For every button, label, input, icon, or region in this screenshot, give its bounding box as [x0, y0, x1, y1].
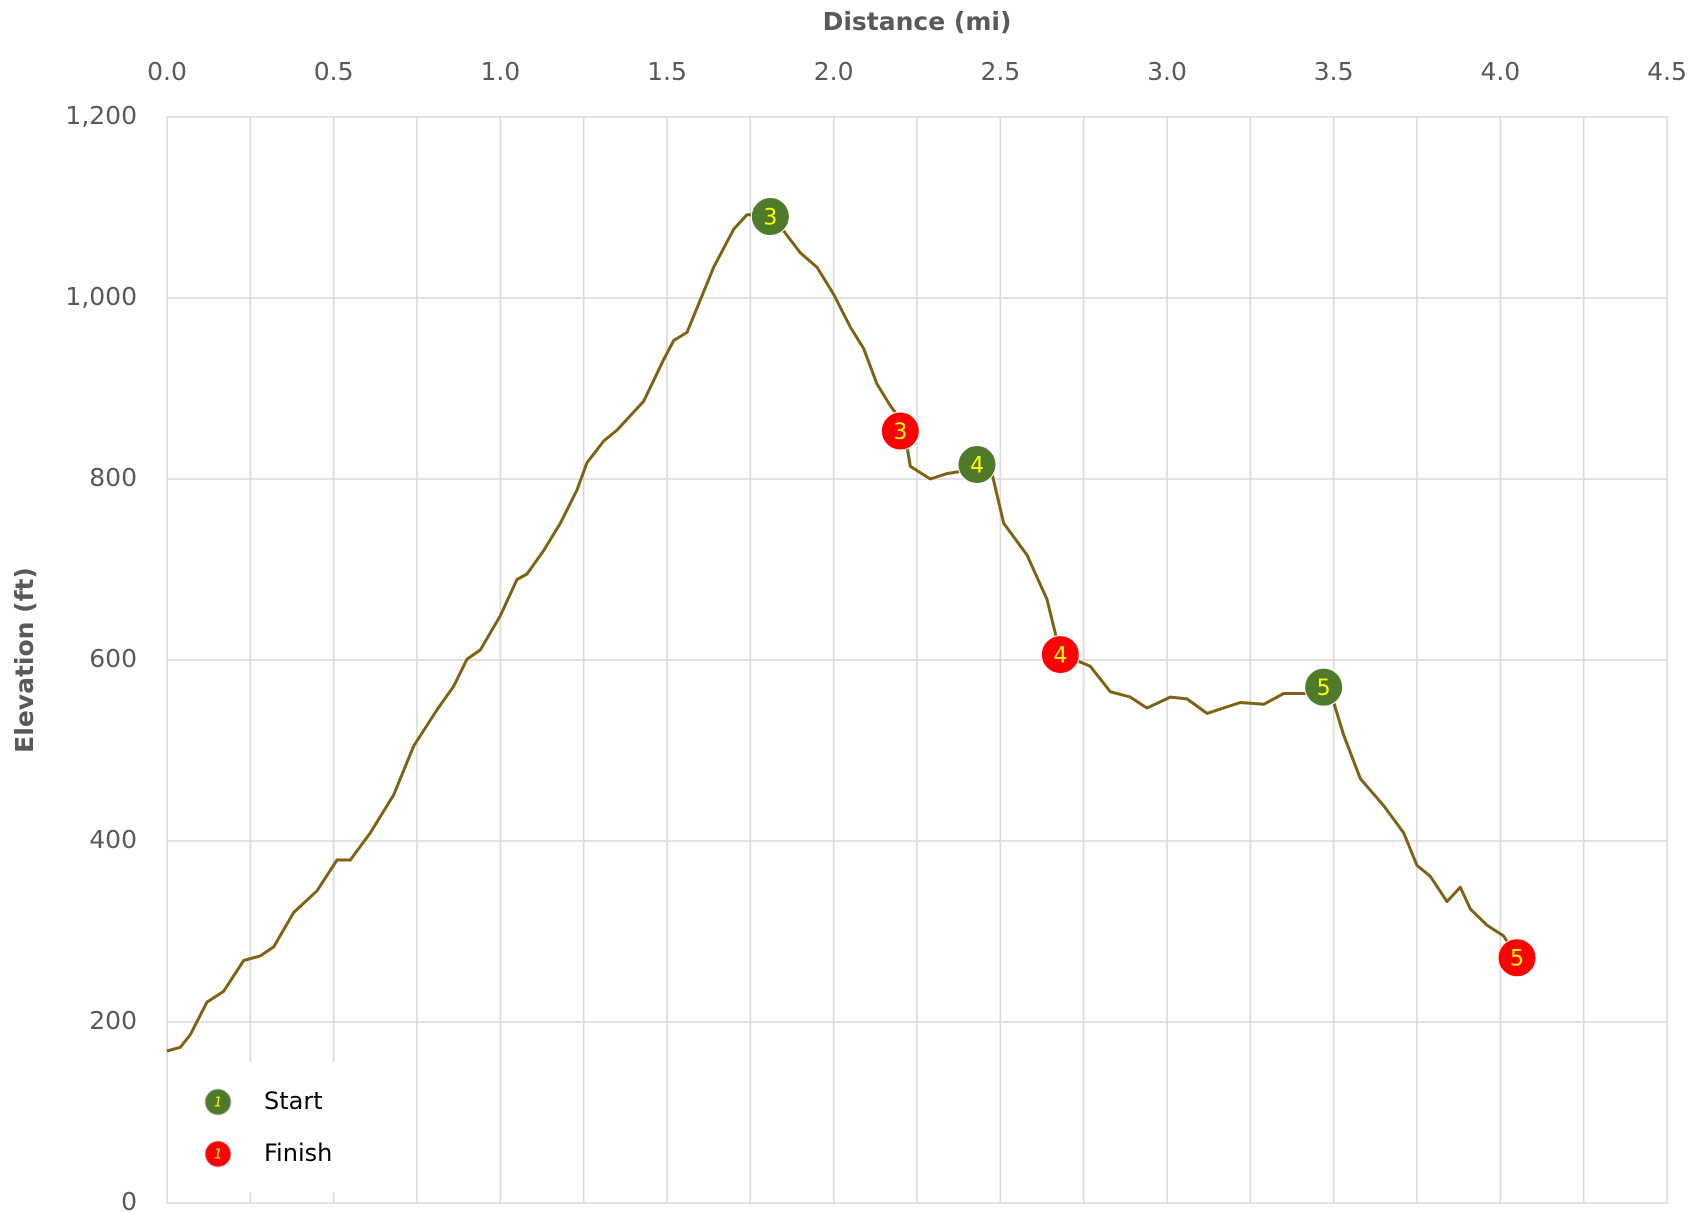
x-tick-label: 0.0: [147, 57, 187, 86]
waypoint-marker: [750, 197, 790, 237]
waypoint-label: 3: [893, 420, 907, 445]
waypoint-marker: [880, 411, 920, 451]
x-tick-label: 1.5: [647, 57, 687, 86]
waypoint-marker: [957, 445, 997, 485]
x-tick-label: 3.5: [1314, 57, 1354, 86]
x-tick-label: 1.0: [480, 57, 520, 86]
legend-icon: [204, 1140, 232, 1168]
x-tick-label: 3.0: [1147, 57, 1187, 86]
waypoint-label: 5: [1317, 676, 1331, 701]
x-tick-label: 2.5: [980, 57, 1020, 86]
y-axis-title: Elevation (ft): [10, 567, 39, 753]
elevation-line: [166, 213, 1519, 1053]
y-tick-label: 400: [89, 825, 137, 854]
legend-box: [185, 1062, 360, 1192]
y-tick-label: 1,000: [65, 282, 137, 311]
legend-icon-label: 1: [214, 1096, 222, 1111]
waypoint-label: 3: [763, 206, 777, 231]
waypoint-marker: [1040, 635, 1080, 675]
x-tick-label: 0.5: [314, 57, 354, 86]
waypoint-label: 5: [1510, 947, 1524, 972]
waypoint-label: 4: [970, 454, 984, 479]
legend-icon: [204, 1088, 232, 1116]
x-axis-title: Distance (mi): [823, 7, 1012, 36]
waypoint-marker: [1497, 938, 1537, 978]
y-tick-label: 600: [89, 644, 137, 673]
legend-icon-label: 1: [214, 1148, 222, 1163]
legend-label: Start: [264, 1087, 323, 1115]
x-tick-label: 2.0: [814, 57, 854, 86]
y-tick-label: 1,200: [65, 101, 137, 130]
x-tick-label: 4.5: [1647, 57, 1687, 86]
waypoint-label: 4: [1053, 644, 1067, 669]
legend-label: Finish: [264, 1139, 332, 1167]
y-tick-label: 0: [121, 1187, 137, 1212]
waypoint-marker: [1304, 667, 1344, 707]
y-tick-label: 200: [89, 1006, 137, 1035]
x-tick-label: 4.0: [1480, 57, 1520, 86]
y-tick-label: 800: [89, 463, 137, 492]
